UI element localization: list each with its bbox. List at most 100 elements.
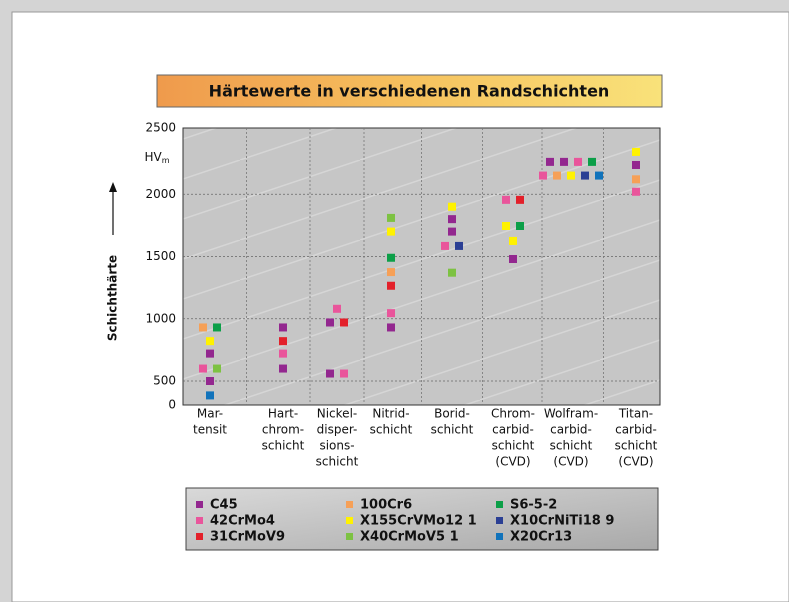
point xyxy=(387,268,395,277)
point xyxy=(632,147,640,156)
x-tick-label: Mar- xyxy=(197,407,223,421)
x-tick-label: schicht xyxy=(370,423,413,437)
point xyxy=(279,349,287,358)
x-tick-label: Borid- xyxy=(434,407,470,421)
y-tick-label: 0 xyxy=(168,398,176,412)
point xyxy=(632,175,640,184)
point xyxy=(206,349,214,358)
legend-swatch xyxy=(346,517,353,524)
point xyxy=(448,215,456,224)
legend-swatch xyxy=(346,501,353,508)
point xyxy=(206,337,214,346)
legend-label: X40CrMoV5 1 xyxy=(360,530,459,545)
x-tick-label: carbid- xyxy=(492,423,534,437)
legend-label: X20Cr13 xyxy=(510,530,572,545)
legend-swatch xyxy=(496,501,503,508)
point xyxy=(448,227,456,236)
x-tick-label: (CVD) xyxy=(618,455,653,469)
point xyxy=(206,377,214,385)
point xyxy=(448,202,456,211)
x-tick-label: Nitrid- xyxy=(372,407,409,421)
x-tick-label: schicht xyxy=(316,455,359,469)
legend-label: 100Cr6 xyxy=(360,498,412,513)
point xyxy=(387,281,395,290)
y-tick-label: 1500 xyxy=(145,249,176,263)
legend-swatch xyxy=(196,533,203,540)
point xyxy=(279,337,287,346)
point xyxy=(340,369,348,378)
point xyxy=(206,391,214,400)
point xyxy=(279,364,287,373)
x-tick-label: carbid- xyxy=(550,423,592,437)
point xyxy=(632,160,640,169)
x-tick-label: carbid- xyxy=(615,423,657,437)
x-tick-label: Wolfram- xyxy=(544,407,598,421)
point xyxy=(279,323,287,332)
point xyxy=(632,187,640,196)
y-axis-label: Schichthärte xyxy=(106,255,120,341)
point xyxy=(553,171,561,180)
x-tick-label: disper- xyxy=(317,423,358,437)
point xyxy=(199,323,207,332)
x-tick-label: Titan- xyxy=(618,407,653,421)
plot-frame xyxy=(182,127,661,406)
x-tick-label: tensit xyxy=(193,423,227,437)
x-tick-label: (CVD) xyxy=(553,455,588,469)
x-tick-label: (CVD) xyxy=(495,455,530,469)
point xyxy=(387,323,395,332)
legend-swatch xyxy=(346,533,353,540)
point xyxy=(213,364,221,373)
x-tick-label: chrom- xyxy=(262,423,304,437)
y-tick-label: 2000 xyxy=(145,187,176,201)
point xyxy=(502,221,510,230)
legend-label: 42CrMo4 xyxy=(210,514,275,529)
point xyxy=(326,318,334,327)
y-unit-sub: m xyxy=(162,156,170,165)
y-unit: HVm xyxy=(144,150,169,165)
legend-label: X10CrNiTi18 9 xyxy=(510,514,614,529)
axis-arrow-head xyxy=(109,182,117,192)
point xyxy=(333,304,341,313)
x-tick-label: schicht xyxy=(262,439,305,453)
point xyxy=(581,171,589,180)
y-tick-label: 2500 xyxy=(145,121,176,135)
x-tick-label: schicht xyxy=(615,439,658,453)
legend xyxy=(185,487,659,551)
x-tick-label: Nickel- xyxy=(317,407,357,421)
point xyxy=(509,254,517,263)
y-tick-label: 500 xyxy=(153,374,176,388)
point xyxy=(516,221,524,230)
legend-label: C45 xyxy=(210,498,238,513)
point xyxy=(340,318,348,327)
point xyxy=(448,268,456,277)
y-unit-main: HV xyxy=(144,150,162,164)
point xyxy=(387,309,395,318)
legend-label: X155CrVMo12 1 xyxy=(360,514,477,529)
point xyxy=(326,369,334,378)
legend-label: 31CrMoV9 xyxy=(210,530,285,545)
legend-swatch xyxy=(196,517,203,524)
point xyxy=(560,157,568,166)
point xyxy=(539,171,547,180)
point xyxy=(546,157,554,166)
legend-swatch xyxy=(496,533,503,540)
y-tick-label: 1000 xyxy=(145,311,176,325)
point xyxy=(455,241,463,250)
point xyxy=(509,236,517,245)
x-tick-label: Hart- xyxy=(268,407,298,421)
point xyxy=(387,213,395,222)
x-tick-label: Chrom- xyxy=(491,407,535,421)
x-tick-label: schicht xyxy=(431,423,474,437)
point xyxy=(441,241,449,250)
x-tick-label: schicht xyxy=(550,439,593,453)
title-banner xyxy=(156,74,663,108)
point xyxy=(567,171,575,180)
point xyxy=(502,195,510,204)
legend-swatch xyxy=(196,501,203,508)
legend-swatch xyxy=(496,517,503,524)
chart-title: Härtewerte in verschiedenen Randschichte… xyxy=(209,82,610,101)
x-tick-label: schicht xyxy=(492,439,535,453)
legend-label: S6-5-2 xyxy=(510,498,557,513)
point xyxy=(213,323,221,332)
